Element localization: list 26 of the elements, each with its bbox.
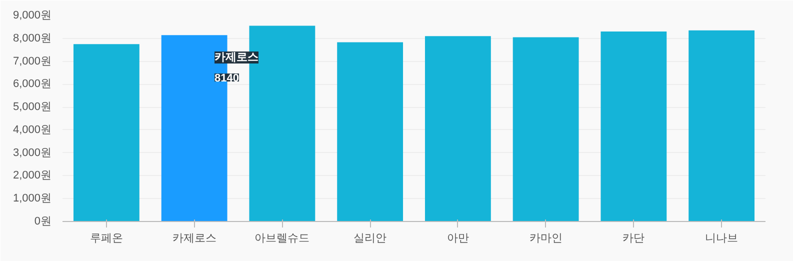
y-tick-label: 6,000원 xyxy=(12,78,52,90)
bar xyxy=(512,37,579,222)
y-tick-label: 5,000원 xyxy=(12,101,52,114)
x-tick-label: 카제로스 xyxy=(172,232,216,244)
x-tick-label: 실리안 xyxy=(354,232,387,244)
y-tick-label: 0원 xyxy=(34,216,52,228)
x-tick-label: 니나브 xyxy=(705,232,738,244)
x-tick-label: 루페온 xyxy=(90,232,123,244)
annotation: 카제로스 xyxy=(214,52,258,64)
bar xyxy=(688,30,755,222)
x-tick-label: 카마인 xyxy=(529,232,562,244)
bar xyxy=(73,44,140,222)
y-tick-label: 3,000원 xyxy=(12,146,52,159)
x-tick-label: 아브렐슈드 xyxy=(254,232,310,244)
y-tick-label: 8,000원 xyxy=(12,32,52,44)
x-tick-label: 카단 xyxy=(622,232,645,244)
bar xyxy=(600,32,667,222)
y-tick-label: 2,000원 xyxy=(12,170,52,182)
annotation: 8140 xyxy=(214,72,239,84)
bar xyxy=(424,36,491,222)
bar xyxy=(337,42,404,222)
y-tick-label: 9,000원 xyxy=(12,10,52,22)
y-tick-label: 7,000원 xyxy=(12,55,52,68)
y-tick-label: 1,000원 xyxy=(12,192,52,205)
y-tick-label: 4,000원 xyxy=(12,124,52,136)
x-tick-label: 아만 xyxy=(446,232,469,244)
